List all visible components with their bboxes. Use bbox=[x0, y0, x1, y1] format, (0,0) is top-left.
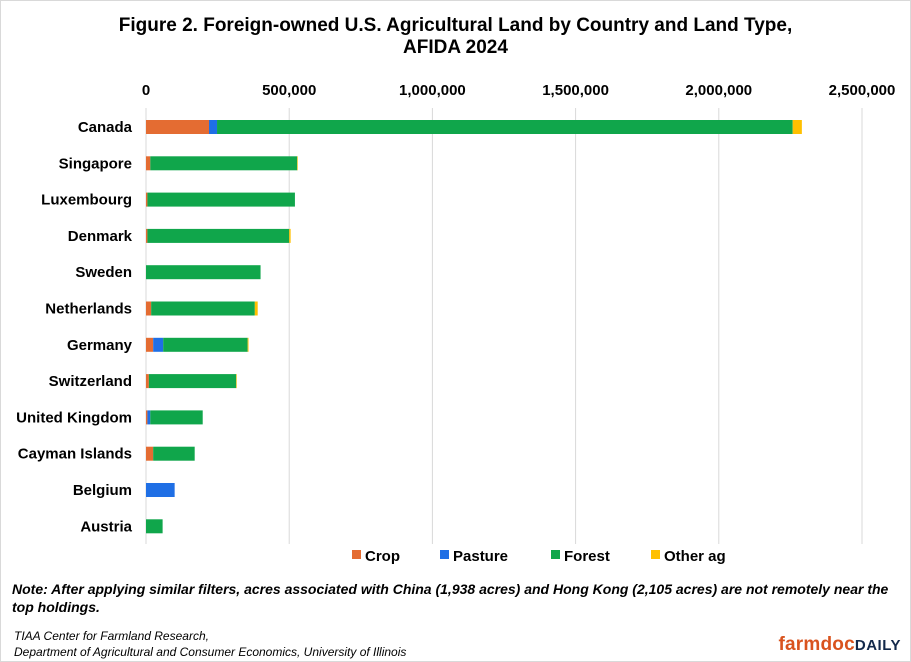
gridlines bbox=[145, 108, 863, 544]
chart-title-line-2: AFIDA 2024 bbox=[403, 37, 508, 58]
category-label: Cayman Islands bbox=[18, 446, 132, 463]
legend-swatch bbox=[651, 550, 660, 559]
bar-segment-crop bbox=[146, 120, 210, 134]
chart-title: Figure 2. Foreign-owned U.S. Agricultura… bbox=[0, 15, 911, 59]
bar-segment-other-ag bbox=[297, 156, 298, 171]
x-axis-ticks: 0 500,000 1,000,000 1,500,000 2,000,000 2,500… bbox=[142, 82, 896, 99]
farmdoc-daily-logo: farmdocDAILY bbox=[779, 634, 902, 656]
x-tick-label: 1,000,000 bbox=[399, 82, 466, 99]
source-line-2: Department of Agricultural and Consumer … bbox=[14, 645, 407, 659]
bar-segment-forest bbox=[150, 410, 203, 425]
bar-segment-forest bbox=[151, 301, 255, 316]
bar-segment-other-ag bbox=[236, 374, 237, 389]
bars bbox=[146, 120, 802, 534]
bar-segment-forest bbox=[146, 519, 163, 534]
bar-segment-other-ag bbox=[254, 301, 258, 316]
x-tick-label: 0 bbox=[142, 82, 150, 99]
bar-segment-pasture bbox=[209, 120, 218, 134]
bar-segment-forest bbox=[153, 446, 195, 461]
legend: Crop Pasture Forest Other ag bbox=[352, 548, 726, 565]
category-label: Belgium bbox=[73, 482, 132, 499]
bar-segment-crop bbox=[146, 228, 148, 243]
bar-segment-other-ag bbox=[289, 228, 291, 243]
bar-segment-crop bbox=[146, 374, 149, 389]
category-label: Singapore bbox=[59, 155, 132, 172]
category-label: United Kingdom bbox=[16, 409, 132, 426]
x-tick-label: 1,500,000 bbox=[542, 82, 609, 99]
bar-chart: 0 500,000 1,000,000 1,500,000 2,000,000 2,500… bbox=[16, 82, 896, 565]
legend-label: Pasture bbox=[453, 548, 508, 565]
category-label: Germany bbox=[67, 337, 133, 354]
bar-segment-crop bbox=[146, 337, 154, 352]
category-label: Denmark bbox=[68, 228, 133, 245]
x-tick-label: 2,000,000 bbox=[685, 82, 752, 99]
bar-segment-forest bbox=[150, 156, 298, 171]
source-line-1: TIAA Center for Farmland Research, bbox=[14, 629, 209, 643]
legend-label: Other ag bbox=[664, 548, 726, 565]
bar-segment-forest bbox=[163, 337, 248, 352]
legend-swatch bbox=[551, 550, 560, 559]
bar-segment-forest bbox=[148, 374, 237, 389]
category-label: Netherlands bbox=[45, 301, 132, 318]
bar-segment-crop bbox=[146, 301, 152, 316]
bar-segment-crop bbox=[146, 192, 148, 207]
chart-note: Note: After applying similar filters, ac… bbox=[12, 581, 889, 615]
bar-segment-crop bbox=[146, 410, 148, 425]
x-tick-label: 500,000 bbox=[262, 82, 316, 99]
legend-swatch bbox=[440, 550, 449, 559]
x-tick-label: 2,500,000 bbox=[829, 82, 896, 99]
category-label: Luxembourg bbox=[41, 192, 132, 209]
bar-segment-other-ag bbox=[247, 337, 249, 352]
bar-segment-pasture bbox=[147, 410, 151, 425]
legend-swatch bbox=[352, 550, 361, 559]
bar-segment-crop bbox=[146, 156, 151, 171]
bar-segment-forest bbox=[147, 192, 295, 207]
category-label: Austria bbox=[80, 518, 132, 535]
bar-segment-forest bbox=[146, 265, 261, 280]
bar-segment-pasture bbox=[153, 337, 164, 352]
logo-part-1: farmdoc bbox=[778, 634, 855, 655]
bar-segment-pasture bbox=[146, 483, 175, 497]
legend-label: Crop bbox=[365, 548, 400, 565]
bar-segment-forest bbox=[147, 228, 290, 243]
source-credit: TIAA Center for Farmland Research, Depar… bbox=[14, 628, 406, 660]
bar-segment-forest bbox=[217, 120, 793, 134]
category-label: Sweden bbox=[75, 264, 132, 281]
chart-title-line-1: Figure 2. Foreign-owned U.S. Agricultura… bbox=[118, 15, 793, 36]
category-label: Switzerland bbox=[49, 373, 132, 390]
category-label: Canada bbox=[78, 119, 133, 136]
category-labels: Canada Singapore Luxembourg Denmark Sweden Ne… bbox=[16, 119, 132, 535]
bar-segment-other-ag bbox=[792, 120, 802, 134]
legend-label: Forest bbox=[564, 548, 610, 565]
logo-part-2: DAILY bbox=[854, 637, 901, 654]
bar-segment-crop bbox=[146, 446, 154, 461]
